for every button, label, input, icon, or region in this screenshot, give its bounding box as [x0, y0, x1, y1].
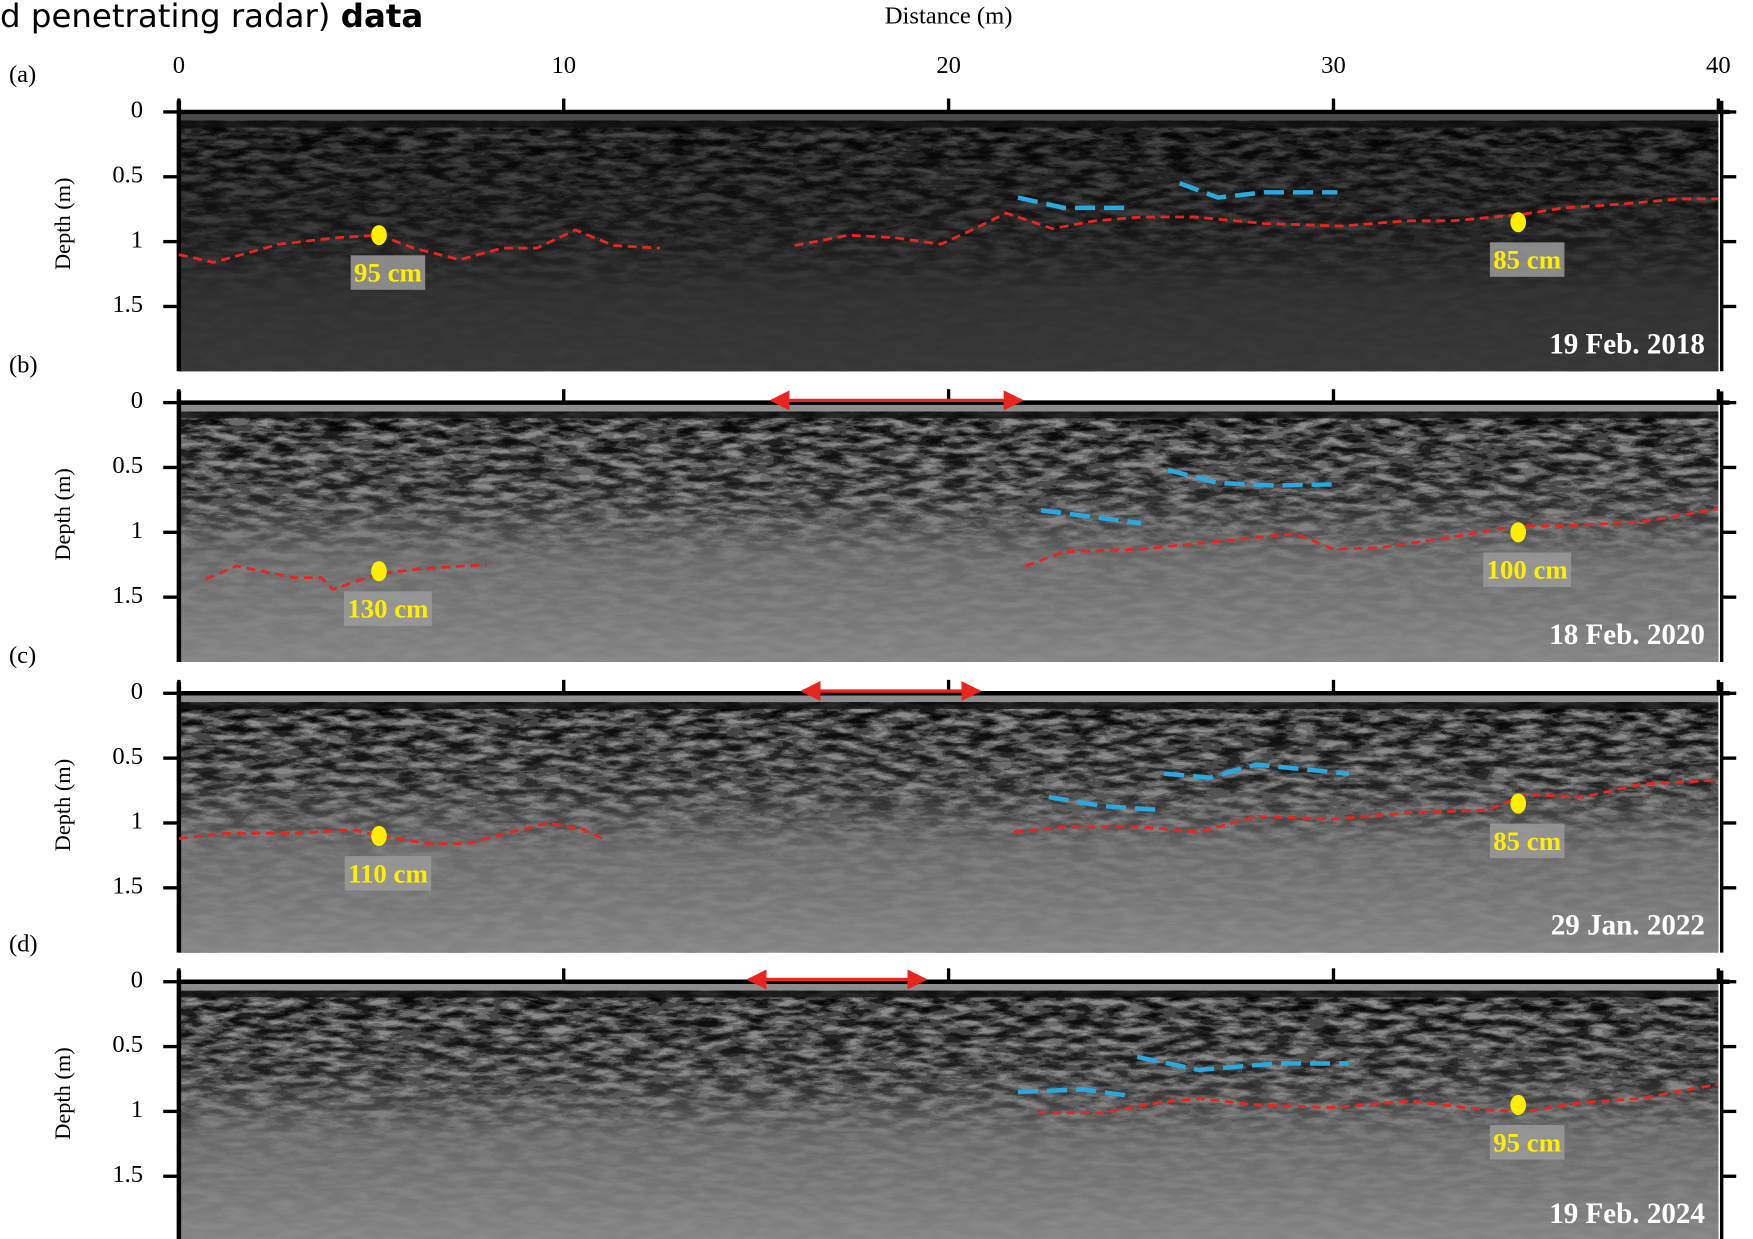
layer-line	[1048, 794, 1161, 813]
header-text: d penetrating radar) data	[0, 0, 423, 35]
depth-label: 85 cm	[1493, 245, 1561, 275]
depth-label: 95 cm	[1493, 1127, 1561, 1157]
radargram-fade	[178, 693, 1719, 953]
depth-label: 130 cm	[347, 594, 428, 624]
y-tick-label: 1.5	[112, 291, 143, 318]
x-tick-label: 10	[551, 52, 576, 79]
x-tick-label: 40	[1706, 52, 1731, 79]
depth-label-bg	[344, 856, 432, 891]
y-tick-label: 0.5	[112, 1031, 143, 1058]
depth-point	[1510, 522, 1527, 543]
layer-line	[1163, 762, 1350, 780]
layer-line	[1178, 181, 1338, 200]
layer-line	[1136, 1054, 1349, 1073]
panel-label: (d)	[9, 931, 38, 958]
radargram-fade	[178, 111, 1719, 372]
surface-band	[178, 990, 1719, 998]
y-tick-label: 0.5	[112, 452, 143, 479]
x-tick-label: 0	[173, 52, 185, 79]
date-label: 29 Jan. 2022	[1551, 910, 1705, 942]
surface-band	[178, 411, 1719, 419]
panel-label: (b)	[9, 351, 38, 378]
x-tick-label: 20	[936, 52, 961, 79]
layer-line	[1017, 195, 1130, 211]
depth-point	[1510, 212, 1527, 233]
depth-point	[371, 225, 387, 246]
depth-point	[1510, 1094, 1527, 1115]
y-tick-label: 1.5	[112, 1161, 143, 1188]
depth-label-bg	[343, 591, 432, 626]
y-tick-label: 1	[131, 1096, 143, 1123]
depth-label-bg	[1489, 823, 1565, 859]
y-tick-label: 1.5	[112, 582, 143, 609]
y-tick-label: 0.5	[112, 161, 143, 188]
y-tick-label: 0.5	[112, 743, 143, 770]
depth-label: 110 cm	[348, 858, 428, 888]
panel-label: (a)	[9, 61, 36, 88]
depth-label-bg	[1489, 242, 1565, 277]
y-tick-label: 1	[131, 808, 143, 835]
y-axis-label: Depth (m)	[50, 1047, 75, 1139]
depth-label-bg	[1489, 1125, 1565, 1160]
y-tick-label: 0	[131, 966, 143, 993]
y-tick-label: 0	[131, 97, 143, 124]
depth-label-bg	[350, 255, 426, 290]
y-tick-label: 0	[131, 678, 143, 705]
y-axis-label: Depth (m)	[50, 468, 75, 560]
y-tick-label: 1	[131, 226, 143, 253]
surface-band	[178, 120, 1719, 128]
layer-line	[1017, 1087, 1130, 1099]
panel-label: (c)	[9, 642, 36, 669]
depth-point	[1510, 793, 1527, 814]
interface-line	[1037, 1082, 1719, 1115]
interface-line	[178, 778, 1719, 846]
depth-label: 100 cm	[1487, 555, 1568, 585]
interface-line	[178, 197, 1719, 264]
x-axis-label: Distance (m)	[885, 3, 1013, 30]
y-tick-label: 0	[131, 387, 143, 414]
date-label: 19 Feb. 2018	[1549, 328, 1705, 360]
y-tick-label: 1.5	[112, 872, 143, 899]
x-tick-label: 30	[1321, 52, 1346, 79]
radargram-fade	[178, 402, 1719, 662]
surface-band	[178, 702, 1719, 709]
depth-label: 95 cm	[354, 258, 422, 288]
radargram-fade	[178, 981, 1719, 1239]
date-label: 19 Feb. 2024	[1549, 1198, 1705, 1230]
date-label: 18 Feb. 2020	[1549, 619, 1705, 651]
interface-line	[205, 507, 1719, 591]
y-tick-label: 1	[131, 517, 143, 544]
depth-label-bg	[1483, 552, 1572, 587]
depth-point	[371, 825, 387, 847]
y-axis-label: Depth (m)	[50, 178, 75, 270]
depth-label: 85 cm	[1493, 826, 1561, 856]
y-axis-label: Depth (m)	[50, 759, 75, 851]
layer-line	[1040, 508, 1142, 526]
depth-point	[371, 561, 387, 582]
